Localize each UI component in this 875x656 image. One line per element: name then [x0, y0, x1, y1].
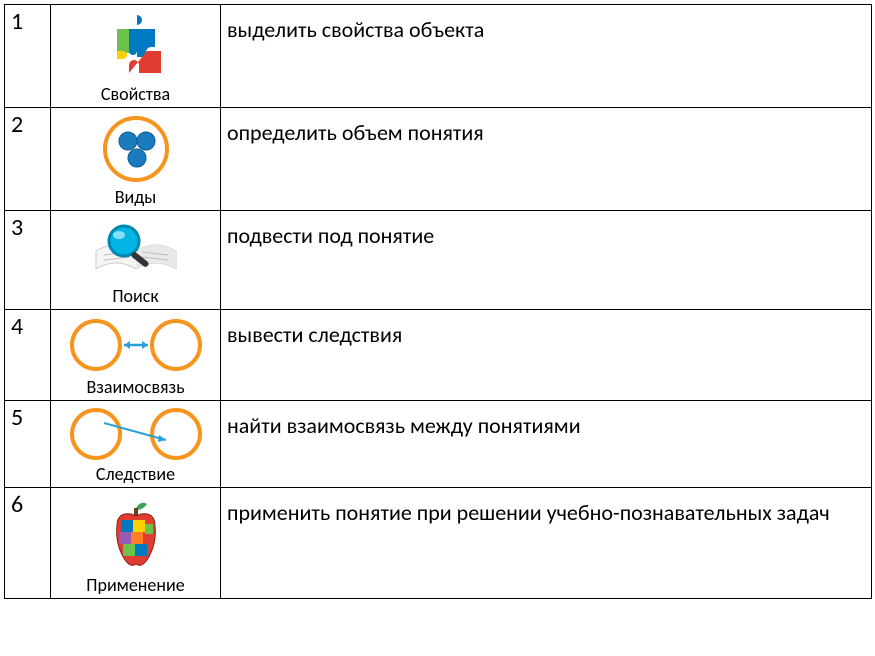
icon-cell: Применение	[55, 494, 216, 596]
icon-label: Взаимосвязь	[86, 376, 184, 398]
icon-label: Виды	[115, 186, 157, 208]
icon-cell: Виды	[55, 114, 216, 208]
icon-cell: Поиск	[55, 217, 216, 307]
icon-cell: Следствие	[55, 407, 216, 485]
table-row: 5 Следствие найти взаимосвязь между поня…	[5, 401, 872, 488]
row-description: выделить свойства объекта	[227, 9, 865, 51]
row-number: 5	[11, 405, 44, 431]
row-description: подвести под понятие	[227, 215, 865, 257]
icon-label: Применение	[86, 574, 184, 596]
table-row: 4 Взаимосвязь вывести следствия	[5, 310, 872, 401]
concepts-table: 1 Свойства выделить свойства объекта	[4, 4, 872, 599]
two-circles-arrow-icon	[66, 316, 206, 374]
table-row: 3 Поиск подве	[5, 211, 872, 310]
row-description: применить понятие при решении учебно-поз…	[227, 492, 865, 534]
table-row: 1 Свойства выделить свойства объекта	[5, 5, 872, 108]
icon-label: Свойства	[101, 83, 170, 105]
icon-label: Следствие	[96, 463, 175, 485]
icon-cell: Взаимосвязь	[55, 316, 216, 398]
row-description: найти взаимосвязь между понятиями	[227, 405, 865, 447]
row-description: определить объем понятия	[227, 112, 865, 154]
icon-label: Поиск	[112, 285, 158, 307]
table-row: 6	[5, 488, 872, 599]
puzzle-apple-icon	[97, 494, 175, 572]
row-number: 4	[11, 314, 44, 340]
table-row: 2 Виды определить объем понятия	[5, 108, 872, 211]
row-description: вывести следствия	[227, 314, 865, 356]
puzzle-icon	[99, 11, 173, 81]
row-number: 2	[11, 112, 44, 138]
circles-icon	[99, 114, 173, 184]
two-circles-line-icon	[66, 407, 206, 461]
row-number: 1	[11, 9, 44, 35]
row-number: 6	[11, 492, 44, 518]
row-number: 3	[11, 215, 44, 241]
icon-cell: Свойства	[55, 11, 216, 105]
magnifier-book-icon	[90, 217, 182, 283]
